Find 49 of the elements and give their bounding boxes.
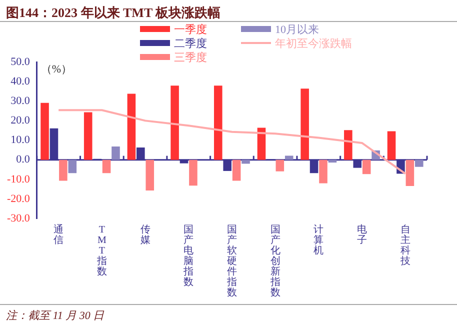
bar (102, 160, 111, 174)
bar (257, 128, 266, 160)
bar (276, 160, 284, 172)
legend-label: 一季度 (174, 22, 207, 36)
bar (232, 160, 241, 181)
bar (214, 86, 222, 160)
bar (127, 94, 136, 160)
bar (59, 160, 68, 181)
x-tick-label: 国产化创新指数 (269, 224, 280, 298)
x-tick-label: 自主科技 (399, 223, 410, 267)
y-tick-label: 20.0 (10, 114, 30, 127)
y-tick-label: 40.0 (10, 75, 30, 88)
bar (415, 160, 424, 167)
bar (362, 160, 371, 174)
bar (112, 146, 120, 160)
legend-label: 年初至今涨跌幅 (275, 36, 352, 50)
legend-label: 二季度 (174, 36, 207, 50)
bar (300, 88, 309, 160)
y-tick-label: -30.0 (6, 212, 30, 224)
y-tick-label: 50.0 (10, 56, 30, 68)
bar (406, 160, 414, 186)
legend-label: 三季度 (174, 50, 207, 64)
x-tick-label: 传媒 (140, 224, 150, 246)
x-tick-label: TMT指数 (96, 224, 107, 278)
x-tick-label: 国产电脑指数 (182, 224, 194, 288)
y-tick-label: 0.0 (16, 154, 30, 166)
bar (40, 102, 49, 160)
bar (146, 160, 154, 191)
bar (84, 112, 92, 160)
bar (344, 130, 352, 160)
x-tick-label: 国产软硬件指数 (226, 224, 237, 298)
bar (189, 160, 198, 186)
y-axis-title: （%） (40, 63, 72, 76)
legend-label: 10月以来 (275, 22, 319, 36)
y-tick-label: 30.0 (10, 95, 30, 108)
bar (284, 156, 294, 160)
x-tick-label: 通信 (54, 223, 64, 246)
bar (387, 131, 396, 160)
y-tick-label: 10.0 (10, 134, 30, 146)
x-tick-label: 计算机 (314, 223, 324, 256)
x-tick-label: 电子 (356, 223, 367, 246)
bar (319, 160, 328, 184)
y-tick-label: -10.0 (6, 173, 30, 186)
bar (242, 160, 250, 164)
text: 注：截至 11 月 30 日 (6, 310, 104, 322)
bar (170, 86, 179, 160)
y-tick-label: -20.0 (6, 192, 30, 205)
bar (68, 160, 77, 174)
chart-title: 图144：2023 年以来 TMT 板块涨跌幅 (0, 0, 457, 22)
